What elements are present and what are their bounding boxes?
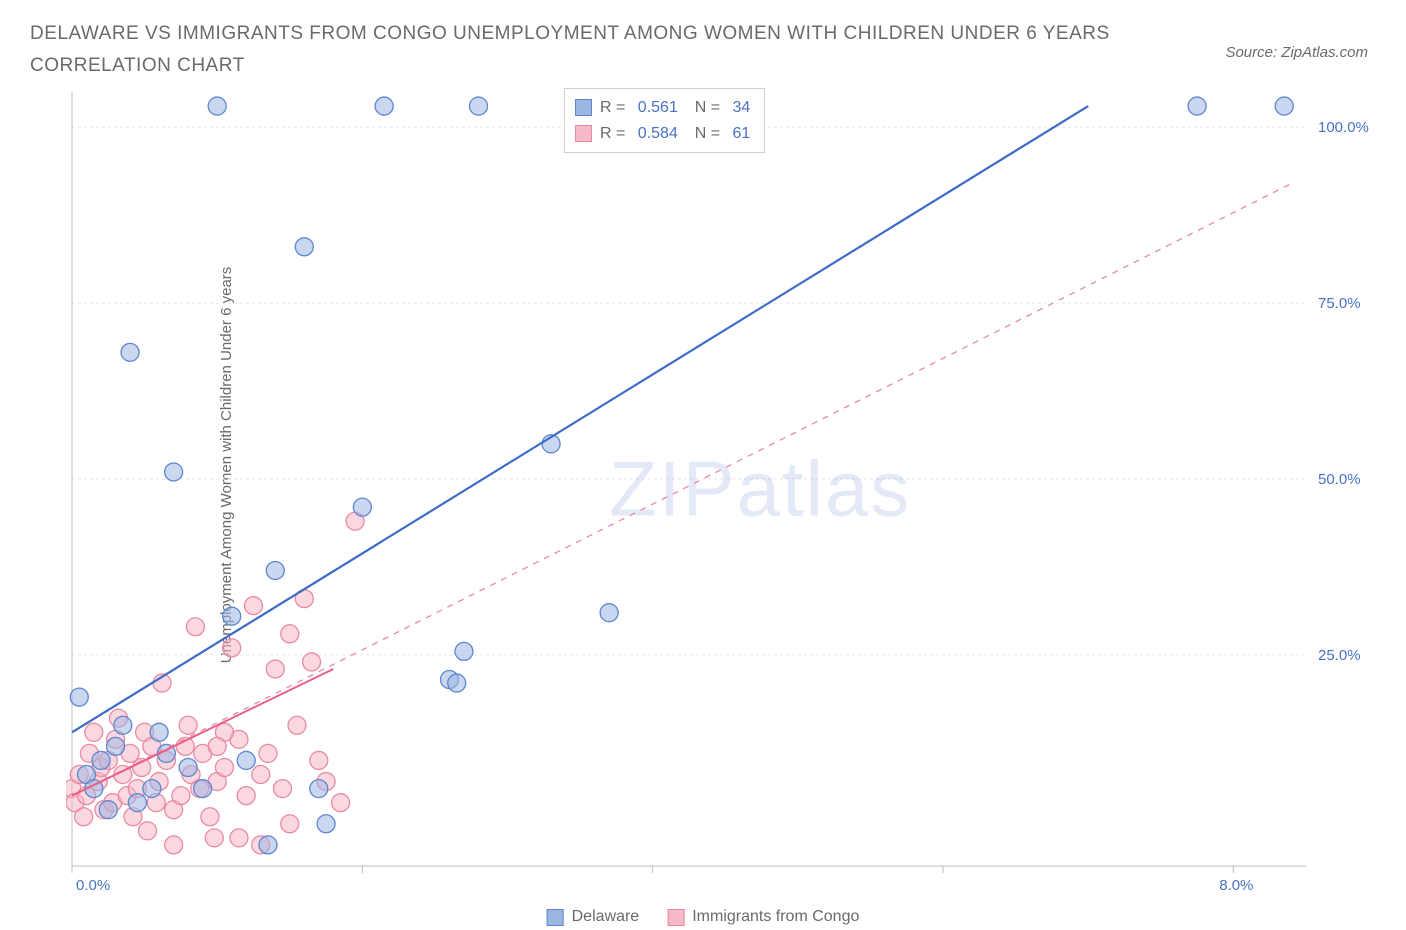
legend-swatch <box>667 909 684 926</box>
stats-n-value: 34 <box>733 95 751 121</box>
plot-area: 25.0% 50.0% 75.0% 100.0% 0.0% 8.0% ZIPatlas <box>66 86 1376 896</box>
chart-title: DELAWARE VS IMMIGRANTS FROM CONGO UNEMPL… <box>30 18 1130 83</box>
svg-text:100.0%: 100.0% <box>1318 119 1369 136</box>
stats-r-value: 0.561 <box>638 95 678 121</box>
svg-text:0.0%: 0.0% <box>76 877 110 894</box>
stats-r-value: 0.584 <box>638 121 678 147</box>
series-swatch <box>575 99 592 116</box>
svg-text:50.0%: 50.0% <box>1318 471 1361 488</box>
stats-n-value: 61 <box>733 121 751 147</box>
stats-n-label: N = <box>686 121 725 147</box>
legend-item: Delaware <box>547 908 640 926</box>
stats-n-label: N = <box>686 95 725 121</box>
scatter-plot-svg: 25.0% 50.0% 75.0% 100.0% 0.0% 8.0% ZIPatlas <box>66 86 1376 896</box>
source-label: Source: ZipAtlas.com <box>1225 44 1368 61</box>
stats-row: R = 0.561 N = 34 <box>575 95 750 121</box>
stats-r-label: R = <box>600 95 630 121</box>
stats-r-label: R = <box>600 121 630 147</box>
legend-swatch <box>547 909 564 926</box>
svg-text:ZIPatlas: ZIPatlas <box>609 444 911 532</box>
chart-container: DELAWARE VS IMMIGRANTS FROM CONGO UNEMPL… <box>0 0 1406 930</box>
stats-row: R = 0.584 N = 61 <box>575 121 750 147</box>
stats-legend-box: R = 0.561 N = 34R = 0.584 N = 61 <box>564 88 765 153</box>
bottom-legend: Delaware Immigrants from Congo <box>547 908 860 926</box>
legend-label: Delaware <box>572 908 640 926</box>
legend-label: Immigrants from Congo <box>692 908 859 926</box>
legend-item: Immigrants from Congo <box>667 908 859 926</box>
svg-text:75.0%: 75.0% <box>1318 295 1361 312</box>
series-swatch <box>575 125 592 142</box>
svg-text:8.0%: 8.0% <box>1219 877 1253 894</box>
svg-text:25.0%: 25.0% <box>1318 647 1361 664</box>
